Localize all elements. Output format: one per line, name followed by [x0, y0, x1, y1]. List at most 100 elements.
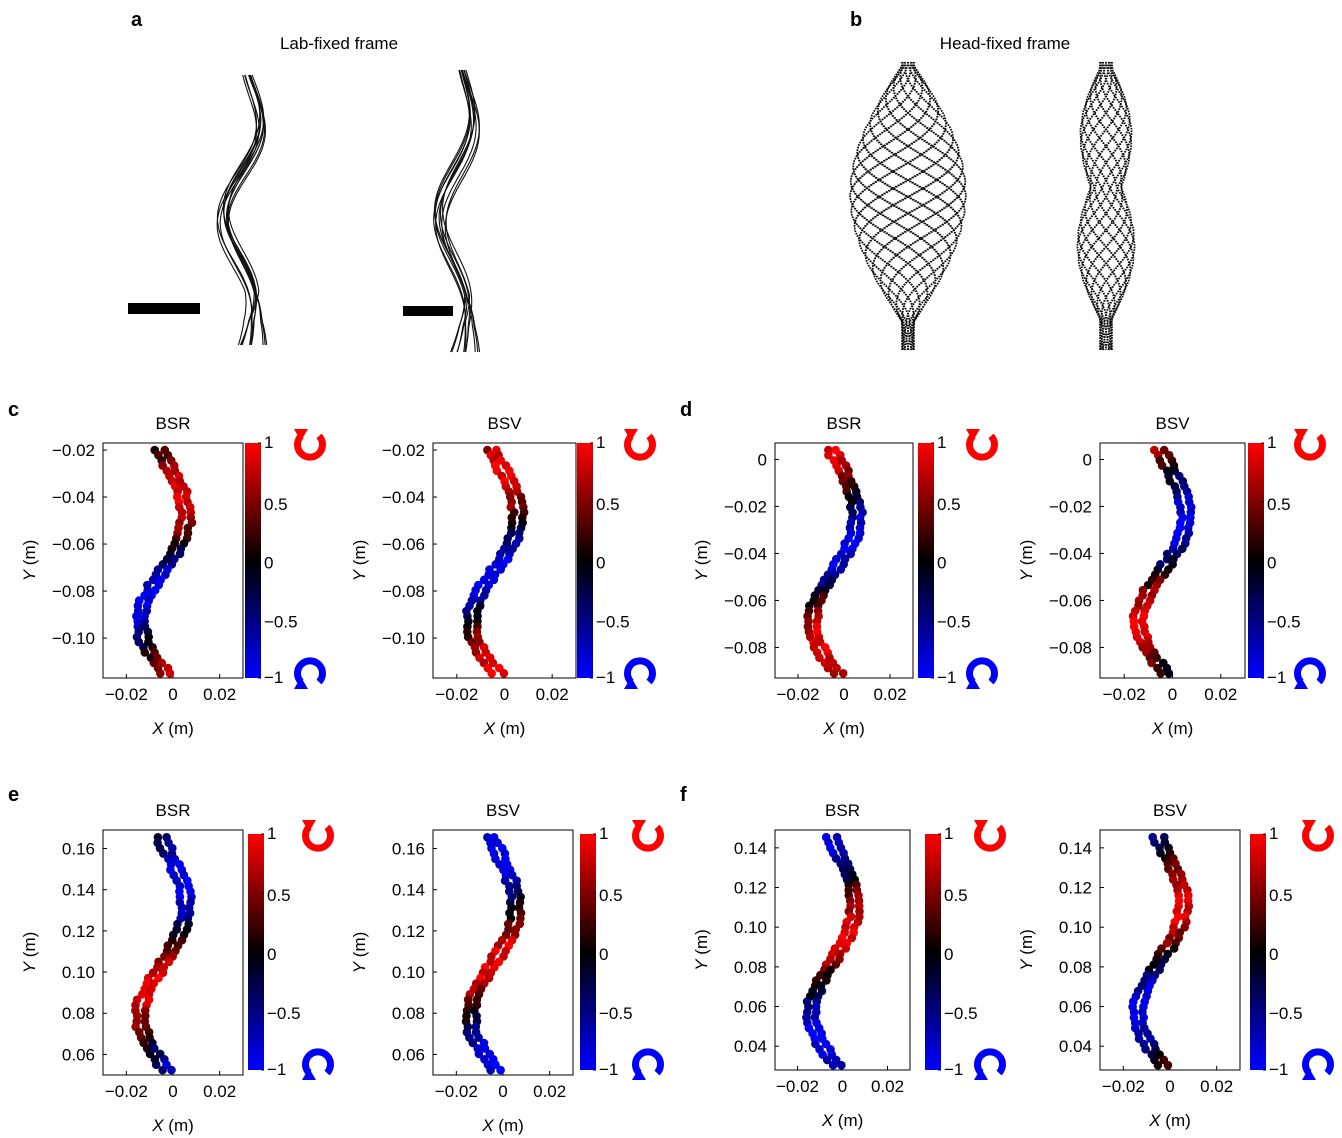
colorbar-tick-label: −0.5 [599, 1004, 633, 1023]
trajectory-path [222, 74, 261, 346]
colorbar-tick-label: −0.5 [944, 1004, 978, 1023]
body-point-track [849, 61, 945, 351]
data-point [150, 1044, 159, 1053]
y-tick-label: 0.06 [62, 1045, 95, 1064]
y-axis-label: Y (m) [1017, 540, 1036, 582]
y-tick-label: 0 [758, 450, 767, 469]
body-point-track [858, 61, 960, 350]
data-point [1150, 838, 1159, 847]
y-tick-label: 0.10 [734, 918, 767, 937]
colorbar-tick-label: −0.5 [1269, 1004, 1303, 1023]
ccw-arrow-red-icon [632, 820, 664, 852]
y-tick-label: 0.16 [392, 840, 425, 859]
y-tick-label: 0.06 [734, 998, 767, 1017]
colorbar-tick-label: −1 [937, 668, 956, 687]
y-tick-label: −0.10 [382, 629, 425, 648]
y-tick-label: 0.12 [62, 922, 95, 941]
y-tick-label: −0.04 [52, 488, 95, 507]
cw-arrow-blue-icon [1302, 1048, 1334, 1080]
y-tick-label: −0.08 [52, 582, 95, 601]
body-point-track [871, 61, 967, 351]
colorbar [1250, 834, 1266, 1070]
colorbar-tick-label: 0 [267, 945, 276, 964]
colorbar-tick-label: 1 [1269, 824, 1278, 843]
colorbar-tick-label: −0.5 [596, 612, 630, 631]
scale-bar-right [403, 306, 453, 316]
colorbar-tick-label: 0.5 [1267, 495, 1291, 514]
panel-b-letter: b [850, 9, 862, 31]
colorbar [245, 443, 261, 678]
plot-title: BSR [825, 801, 860, 820]
body-point-track [856, 61, 958, 350]
y-axis-label: Y (m) [20, 540, 39, 582]
body-point-track [858, 61, 960, 350]
cw-arrow-blue-icon [294, 657, 326, 689]
colorbar [1248, 443, 1264, 678]
colorbar-tick-label: −1 [1269, 1060, 1288, 1079]
data-point [138, 990, 147, 999]
x-axis-label: X (m) [481, 1116, 524, 1135]
body-point-track [850, 61, 947, 351]
data-point [822, 976, 831, 985]
x-tick-label: 0 [168, 685, 177, 704]
colorbar-tick-label: −1 [944, 1060, 963, 1079]
plot-e-bsv: BSV 0.16 0.14 0.12 0.10 0.08 0.06 −0.02 0 0.02 X (… [350, 801, 664, 1135]
data-point [831, 1055, 841, 1065]
x-tick-label: −0.02 [105, 1082, 148, 1101]
trajectory-path [442, 69, 476, 353]
panel-d-letter: d [680, 399, 692, 421]
plot-title: BSR [827, 414, 862, 433]
x-tick-label: 0.02 [1200, 1077, 1233, 1096]
colorbar-tick-label: −0.5 [1267, 612, 1301, 631]
body-point-track [852, 61, 952, 351]
data-point [496, 1065, 505, 1075]
x-axis-label: X (m) [483, 719, 526, 738]
x-tick-label: −0.02 [435, 1082, 478, 1101]
plot-d-bsv: BSV 0 −0.02 −0.04 −0.06 −0.08 −0.02 0 0.02 X (m) Y… [1017, 414, 1326, 738]
colorbar-tick-label: 0.5 [599, 886, 623, 905]
x-tick-label: 0.02 [871, 1077, 904, 1096]
y-axis-label: Y (m) [1017, 929, 1036, 971]
data-point [487, 669, 497, 678]
colorbar [577, 443, 593, 678]
data-point [151, 1060, 161, 1069]
ccw-arrow-red-icon [974, 820, 1006, 852]
trajectory-path [439, 69, 475, 353]
x-tick-label: 0.02 [873, 685, 906, 704]
data-point [1156, 669, 1165, 678]
body-point-track [853, 61, 955, 351]
y-tick-label: −0.06 [382, 535, 425, 554]
body-point-track [861, 61, 963, 351]
body-point-track [856, 61, 958, 350]
panel-c-letter: c [8, 399, 19, 421]
data-point [162, 1060, 171, 1069]
y-tick-label: −0.02 [724, 497, 767, 516]
data-point [1163, 1060, 1173, 1070]
data-point [157, 658, 166, 668]
scatter-plots: BSR −0.02 −0.04 −0.06 −0.08 −0.10 −0.02 0 0.02 X … [20, 414, 1334, 1135]
colorbar-tick-label: 1 [267, 824, 276, 843]
colorbar-tick-label: −0.5 [937, 612, 971, 631]
colorbar-tick-label: −0.5 [267, 1004, 301, 1023]
data-point [846, 549, 855, 559]
ccw-arrow-red-icon [1294, 429, 1326, 461]
colorbar-tick-label: 0.5 [937, 495, 961, 514]
trajectory-path [434, 69, 476, 353]
colorbar-tick-label: 1 [596, 433, 605, 452]
data-point [148, 575, 158, 585]
trajectory-path [228, 74, 265, 346]
x-axis-label: X (m) [151, 719, 194, 738]
x-tick-label: −0.02 [1102, 1077, 1145, 1096]
y-tick-label: −0.08 [724, 638, 767, 657]
plot-f-bsr: BSR 0.14 0.12 0.10 0.08 0.06 0.04 −0.02 0 0.02 X (… [692, 801, 1006, 1130]
y-tick-label: −0.04 [724, 544, 767, 563]
plot-e-bsr: BSR 0.16 0.14 0.12 0.10 0.08 0.06 −0.02 0 0.02 X (… [20, 801, 334, 1135]
y-tick-label: 0.06 [1059, 998, 1092, 1017]
colorbar-tick-label: −1 [596, 668, 615, 687]
data-point [1162, 938, 1172, 948]
body-point-track [1079, 61, 1135, 351]
plot-c-bsv: BSV −0.02 −0.04 −0.06 −0.08 −0.10 −0.02 0 0.02 X … [350, 414, 656, 738]
colorbar-tick-label: 1 [1267, 433, 1276, 452]
panel-e-letter: e [8, 784, 19, 806]
